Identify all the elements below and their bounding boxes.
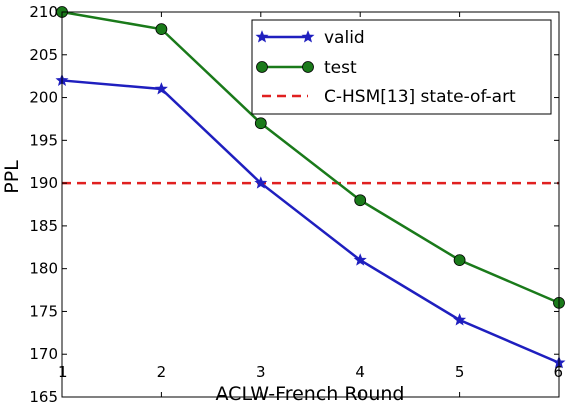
y-tick-label: 170 xyxy=(29,345,58,363)
x-tick-label: 1 xyxy=(58,363,68,381)
data-point-test xyxy=(155,23,168,36)
data-point-valid xyxy=(453,313,467,326)
x-axis-label: ACLW-French Round xyxy=(216,383,405,403)
data-point-valid xyxy=(353,253,367,266)
legend-marker-test xyxy=(302,61,314,73)
y-tick-label: 165 xyxy=(29,388,58,403)
series-line-test xyxy=(61,10,560,305)
x-tick-label: 4 xyxy=(355,363,365,381)
legend-marker-valid xyxy=(255,30,269,43)
data-point-test xyxy=(354,194,367,207)
legend: valid test C-HSM[13] state-of-art xyxy=(251,19,552,115)
y-axis: 165 170 175 180 185 190 195 200 205 210 xyxy=(29,3,559,403)
x-tick-label: 2 xyxy=(157,363,167,381)
data-point-test xyxy=(254,117,267,130)
legend-label-valid: valid xyxy=(324,28,365,48)
y-tick-label: 210 xyxy=(29,3,58,21)
data-point-valid xyxy=(254,176,268,189)
legend-marker-valid xyxy=(301,30,315,43)
y-tick-label: 205 xyxy=(29,46,58,64)
plot-marks xyxy=(55,6,566,369)
y-tick-label: 195 xyxy=(29,131,58,149)
x-tick-label: 5 xyxy=(455,363,465,381)
y-tick-label: 185 xyxy=(29,217,58,235)
y-tick-label: 180 xyxy=(29,260,58,278)
legend-marker-test xyxy=(256,61,268,73)
plot-frame xyxy=(61,11,560,398)
legend-label-test: test xyxy=(324,58,357,78)
data-point-valid xyxy=(154,82,168,95)
y-axis-label: PPL xyxy=(1,160,23,194)
y-tick-label: 200 xyxy=(29,89,58,107)
x-tick-label: 3 xyxy=(256,363,266,381)
legend-label-reference: C-HSM[13] state-of-art xyxy=(324,87,516,107)
data-point-test xyxy=(453,254,466,267)
y-tick-label: 175 xyxy=(29,302,58,320)
x-tick-label: 6 xyxy=(553,363,563,381)
x-axis: 1 2 3 4 5 6 xyxy=(58,12,563,397)
series-line-valid xyxy=(61,79,560,364)
y-tick-label: 190 xyxy=(29,174,58,192)
